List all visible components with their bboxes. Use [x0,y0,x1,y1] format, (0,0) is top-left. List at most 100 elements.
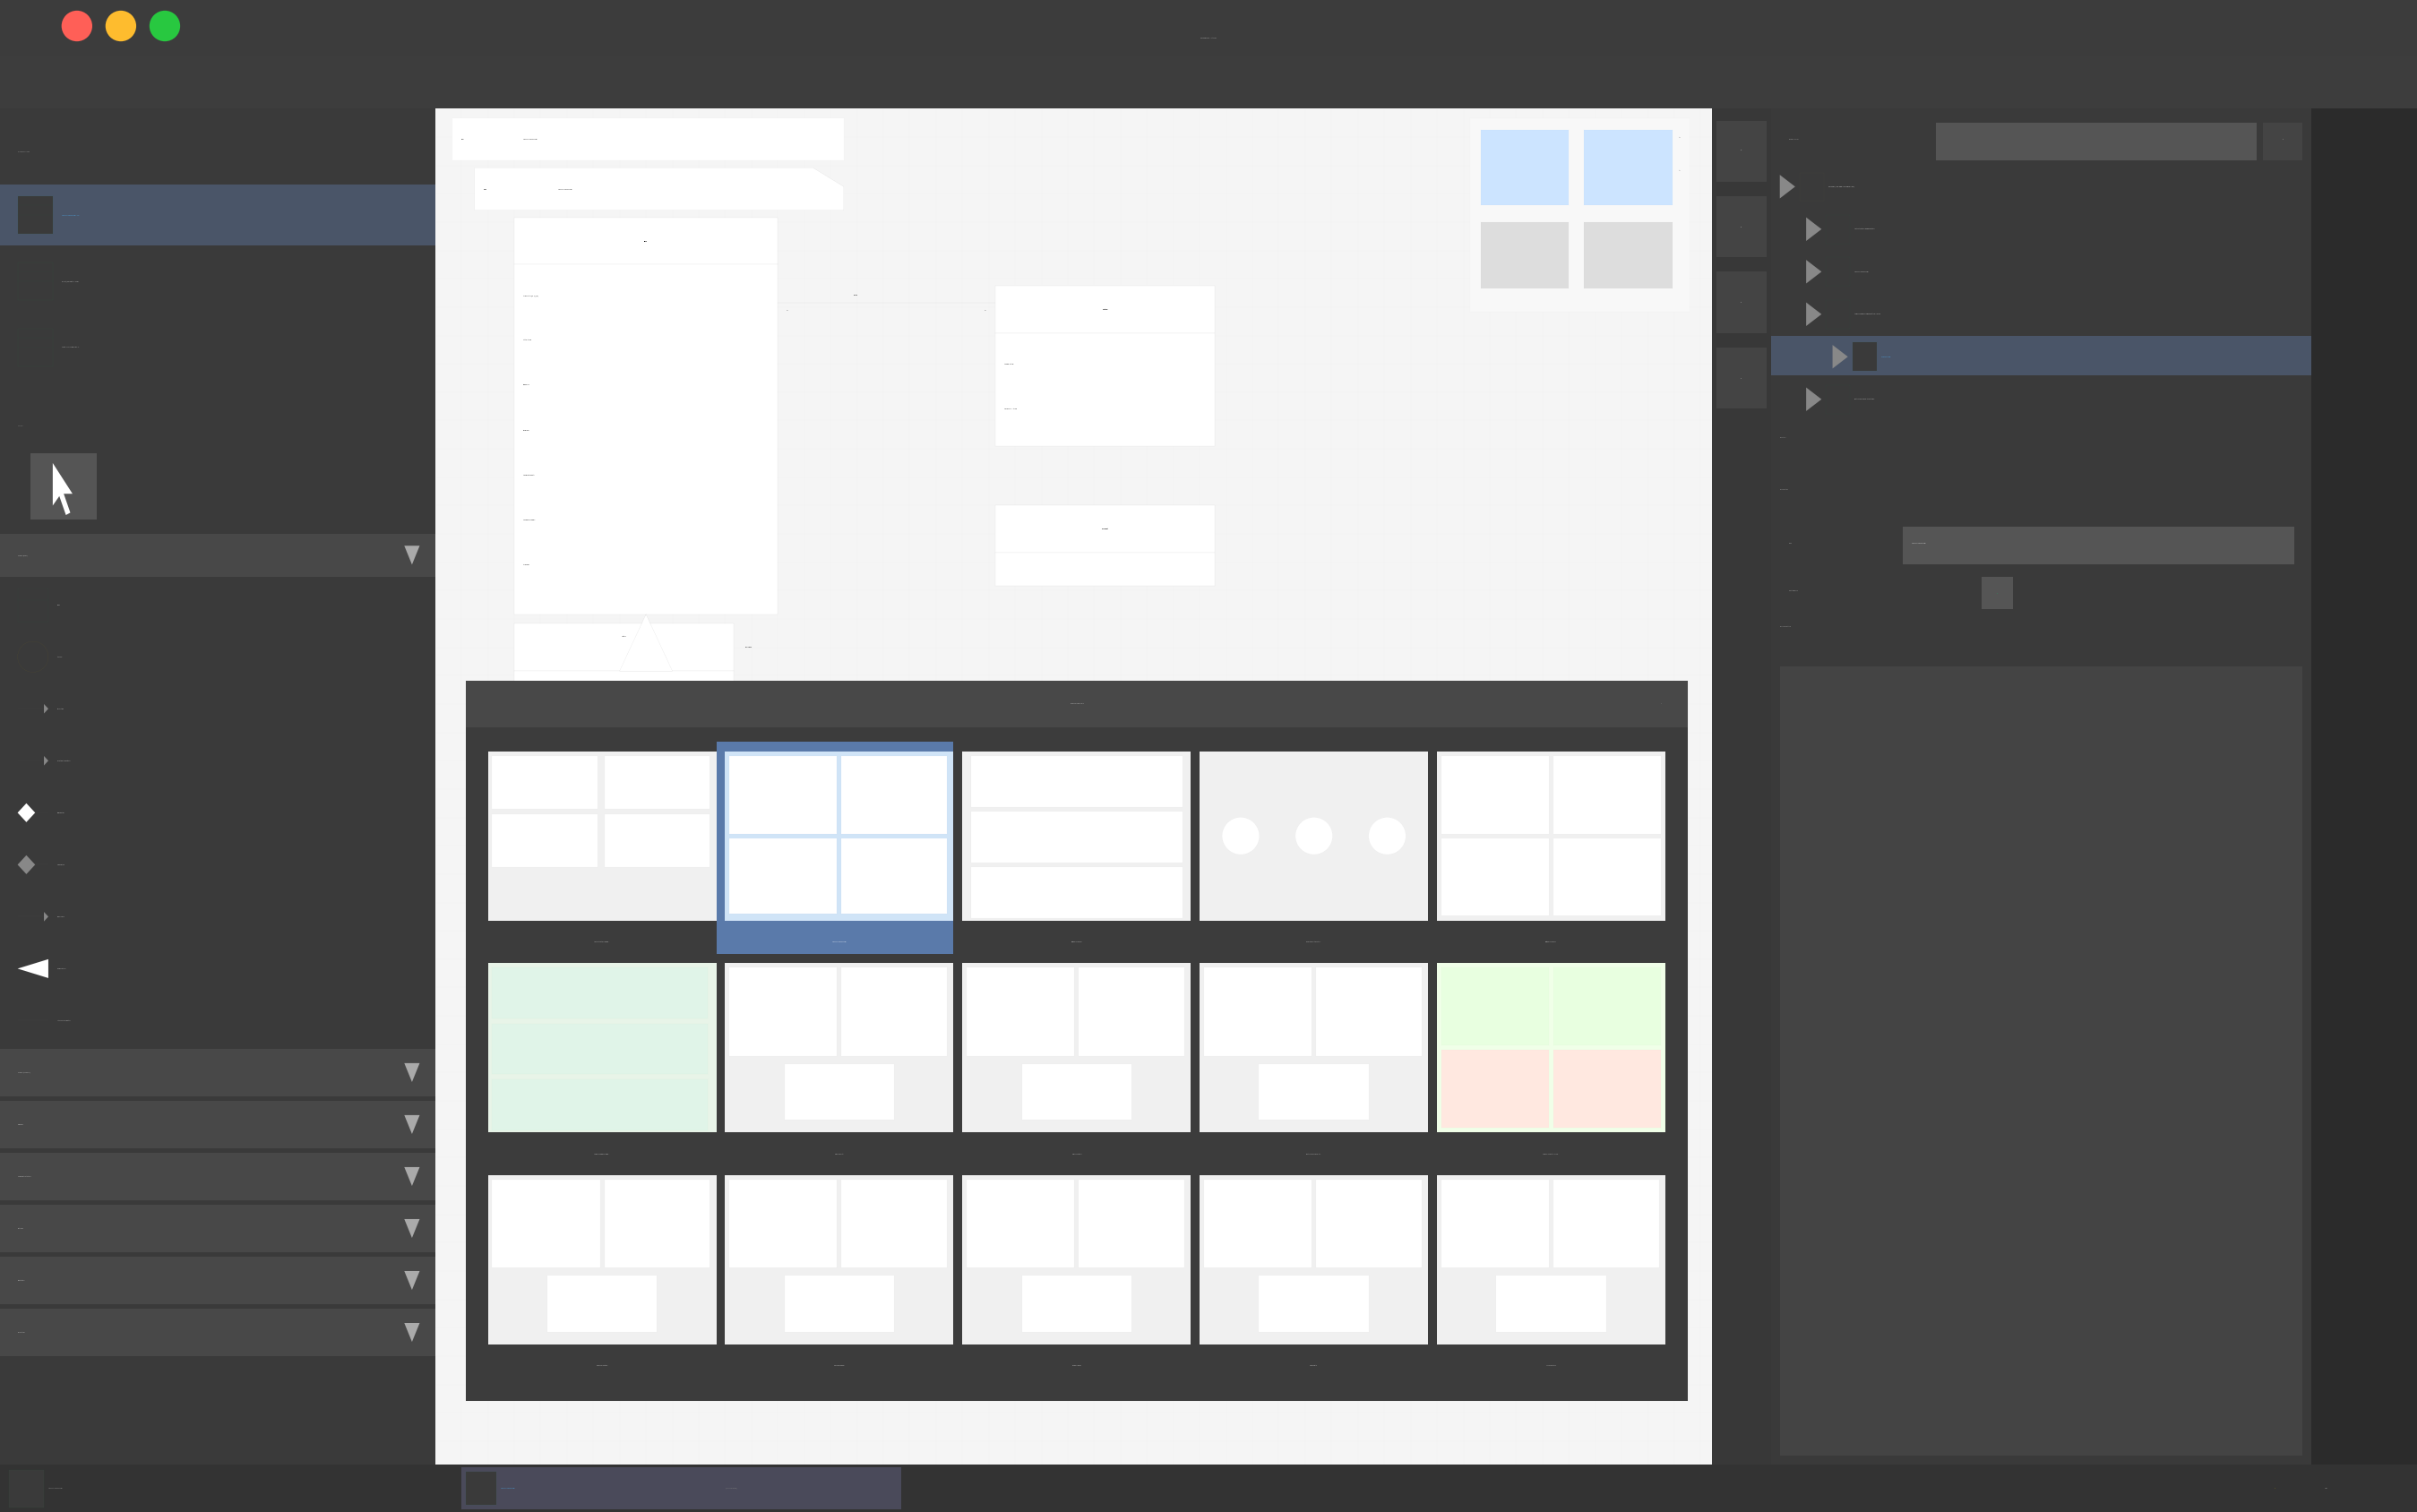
Bar [1825,215,1849,243]
Bar [1259,1276,1368,1332]
Bar [1199,751,1428,921]
Polygon shape [1805,302,1822,327]
Bar [1199,1175,1428,1344]
Bar [515,671,735,807]
Polygon shape [404,1116,421,1134]
Text: +ISBN: String[0..1] {id}: +ISBN: String[0..1] {id} [522,295,539,296]
Bar [1801,172,1825,201]
Bar [1779,667,2303,1455]
Polygon shape [404,1063,421,1083]
Bar [493,813,597,868]
Bar [725,751,955,921]
Bar [1982,576,2013,609]
Bar [466,680,1687,1402]
Bar [786,1276,894,1332]
Polygon shape [17,803,36,823]
Bar [967,1179,1076,1267]
Bar [17,197,53,234]
Bar [1078,1179,1184,1267]
Bar [1851,343,1876,370]
Bar [0,109,435,1465]
Bar [730,756,836,833]
Bar [1482,130,1569,206]
Bar [17,588,48,621]
Bar [841,1179,947,1267]
Bar [0,0,2417,57]
Bar [725,963,955,1132]
Bar [466,680,1687,727]
Bar [730,968,836,1055]
Circle shape [60,11,92,41]
Bar [1554,1051,1660,1128]
Bar [1554,838,1660,916]
Bar [0,1101,435,1148]
Circle shape [1223,818,1259,854]
Bar [1772,109,2311,1465]
Bar [604,1179,711,1267]
Bar [1441,756,1549,833]
Bar [1482,222,1569,289]
Bar [1583,130,1673,206]
Bar [1496,1276,1607,1332]
Bar [972,812,1182,862]
Bar [786,1064,894,1120]
Bar [466,1471,495,1504]
Bar [962,751,1192,921]
Text: submit_comments – Submi: submit_comments – Submi [60,280,77,281]
Bar [604,756,711,809]
Circle shape [1296,818,1332,854]
Bar [435,109,1711,1465]
Polygon shape [1779,175,1796,198]
Bar [841,838,947,913]
Bar [1902,526,2294,564]
Bar [1022,1064,1131,1120]
Bar [1825,257,1849,286]
Bar [493,968,708,1019]
Bar [1554,1179,1658,1267]
Circle shape [106,11,135,41]
Bar [972,868,1182,918]
Bar [0,534,435,576]
Bar [17,328,53,366]
Circle shape [1368,818,1407,854]
Bar [462,1467,902,1509]
Bar [1772,336,2311,375]
Bar [0,1465,2417,1512]
Bar [962,963,1192,1132]
Bar [1470,118,1689,311]
Polygon shape [1805,218,1822,240]
Polygon shape [44,756,48,765]
Bar [1317,1179,1421,1267]
Bar [488,1175,715,1344]
Bar [730,1179,836,1267]
Bar [0,56,2417,109]
Bar [493,1179,599,1267]
Bar [488,963,715,1132]
Bar [31,454,97,520]
Bar [1716,348,1767,408]
Polygon shape [1832,345,1849,369]
Bar [515,218,778,265]
Bar [1438,963,1665,1132]
Polygon shape [404,1272,421,1290]
Polygon shape [404,1219,421,1238]
Bar [1199,963,1428,1132]
Bar [1441,968,1549,1045]
Bar [1716,197,1767,257]
Bar [0,1049,435,1096]
Bar [972,756,1182,807]
Bar [0,1205,435,1252]
Bar [17,262,53,299]
Polygon shape [1805,387,1822,411]
Bar [967,968,1076,1055]
Polygon shape [404,1167,421,1185]
Bar [996,286,1216,333]
Polygon shape [44,912,48,921]
Bar [1716,121,1767,181]
Bar [1078,968,1184,1055]
Bar [841,756,947,833]
Bar [1204,968,1312,1055]
Bar [493,1080,708,1129]
Circle shape [150,11,181,41]
Bar [493,756,597,809]
